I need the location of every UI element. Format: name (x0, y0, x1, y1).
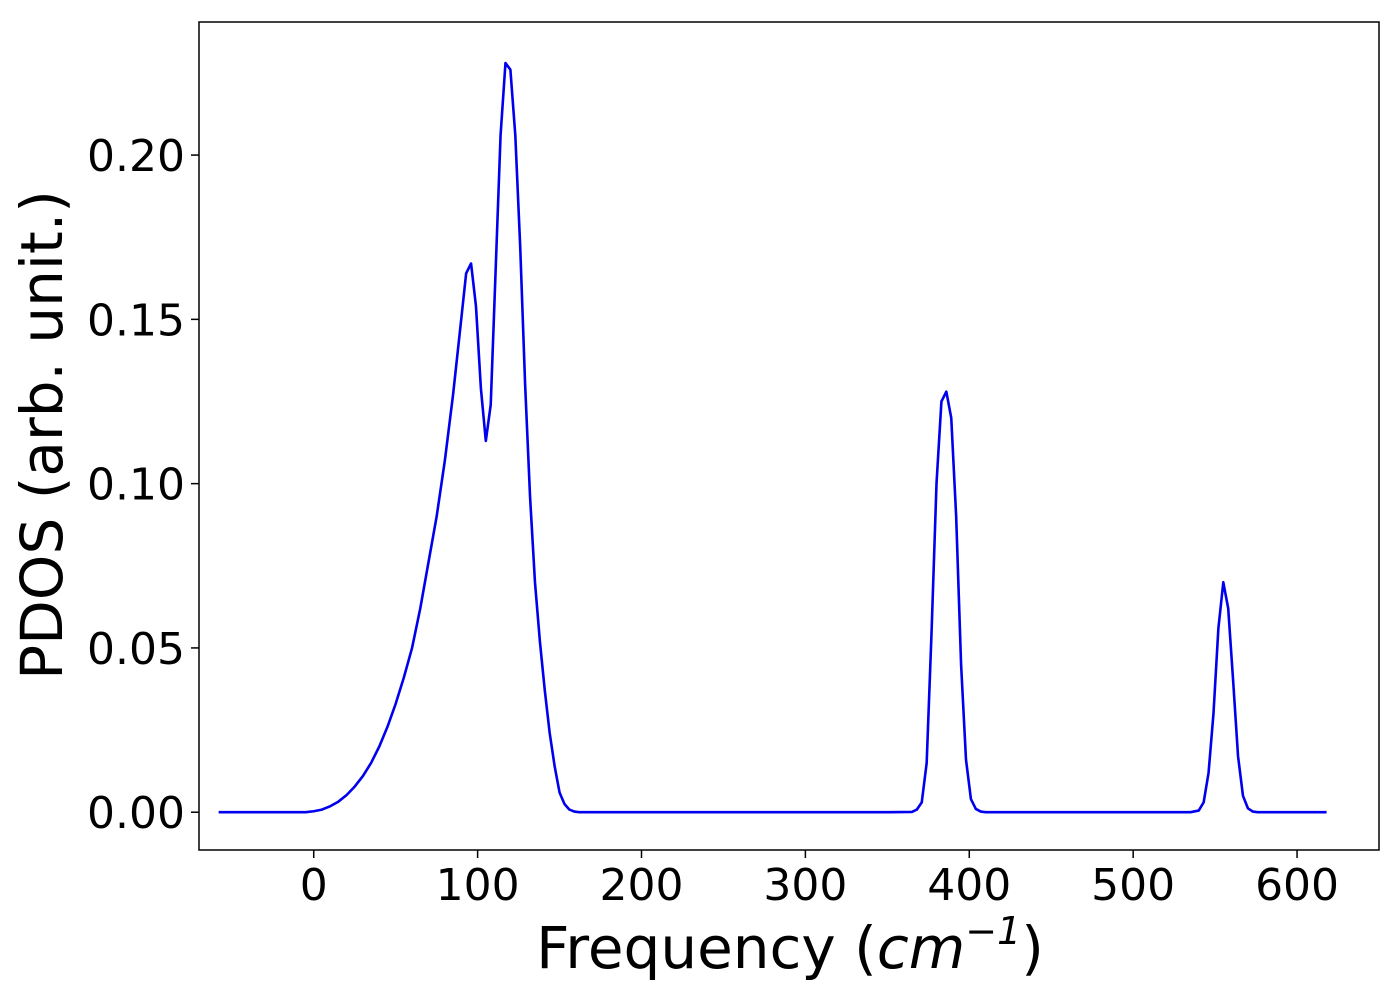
x-tick-label: 0 (300, 860, 328, 911)
x-axis-label-text: Frequency ( (536, 914, 877, 982)
x-axis: 0 100 200 300 400 500 600 (300, 850, 1339, 911)
y-axis-label: PDOS (arb. unit.) (8, 190, 76, 680)
y-tick-label: 0.15 (87, 295, 185, 346)
x-axis-label-unit-base: cm (877, 914, 965, 982)
x-axis-label: Frequency (cm−1) (536, 909, 1044, 982)
x-tick-label: 100 (436, 860, 520, 911)
x-tick-label: 500 (1091, 860, 1175, 911)
x-tick-label: 300 (763, 860, 847, 911)
x-tick-label: 400 (927, 860, 1011, 911)
y-tick-label: 0.20 (87, 131, 185, 182)
x-axis-label-unit-exp: −1 (965, 909, 1021, 953)
y-tick-label: 0.00 (87, 788, 185, 839)
series-line-0 (218, 61, 1327, 814)
plot-area (218, 61, 1327, 814)
y-tick-label: 0.10 (87, 460, 185, 511)
x-axis-label-close: ) (1021, 914, 1044, 982)
y-axis: 0.00 0.05 0.10 0.15 0.20 (87, 131, 199, 839)
x-tick-label: 200 (600, 860, 684, 911)
x-tick-label: 600 (1255, 860, 1339, 911)
plot-frame (198, 21, 1380, 851)
y-tick-label: 0.05 (87, 624, 185, 675)
